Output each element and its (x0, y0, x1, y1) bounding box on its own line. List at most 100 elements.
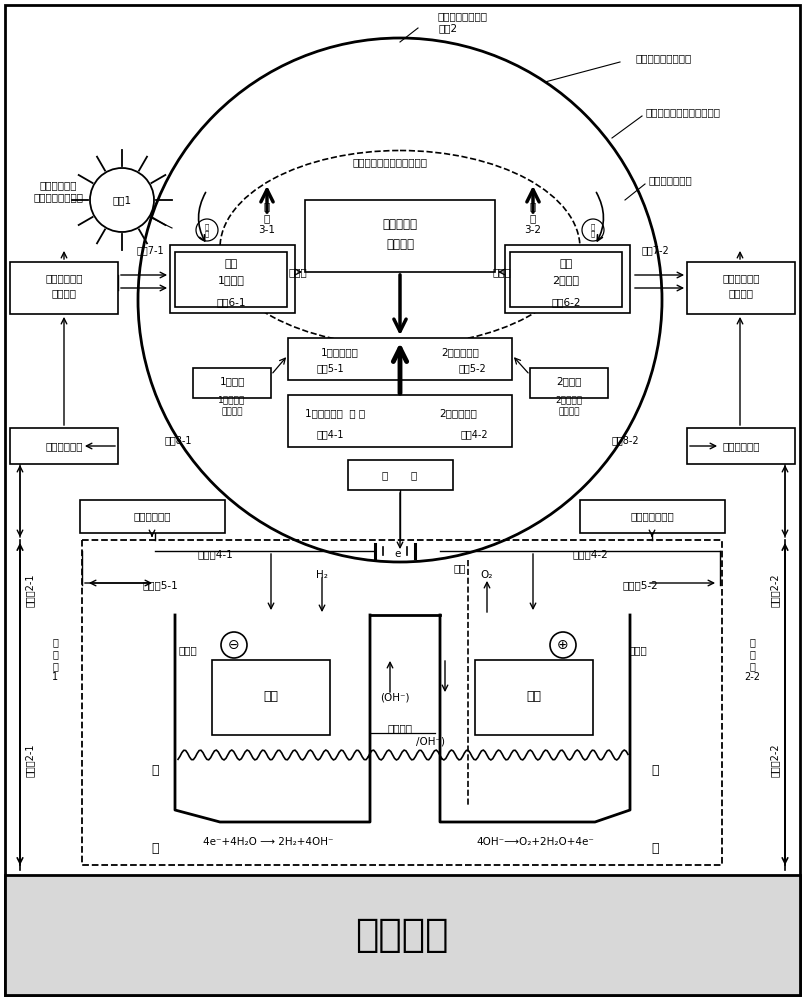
Text: 太阳光热二次聚热保热热源: 太阳光热二次聚热保热热源 (353, 157, 427, 167)
Text: 过程7-1: 过程7-1 (136, 245, 163, 255)
Text: 过程7-2: 过程7-2 (641, 245, 669, 255)
Text: 过
程
3-2: 过 程 3-2 (525, 201, 542, 235)
Text: O₂: O₂ (481, 570, 493, 580)
Text: 过
程
3-1: 过 程 3-1 (258, 201, 275, 235)
Text: 循环复原: 循环复原 (558, 408, 580, 416)
Text: 4OH⁻⟶O₂+2H₂O+4e⁻: 4OH⁻⟶O₂+2H₂O+4e⁻ (476, 837, 594, 847)
Text: 反过程4-1: 反过程4-1 (197, 549, 233, 559)
Text: 电: 电 (151, 764, 159, 776)
Text: 氢
气: 氢 气 (205, 223, 209, 237)
Text: 4e⁻+4H₂O ⟶ 2H₂+4OH⁻: 4e⁻+4H₂O ⟶ 2H₂+4OH⁻ (203, 837, 333, 847)
Text: 反过程4-2: 反过程4-2 (572, 549, 608, 559)
Text: 过程5-1: 过程5-1 (316, 363, 344, 373)
Circle shape (550, 632, 576, 658)
Text: 液氧储存装置: 液氧储存装置 (722, 441, 760, 451)
Text: 路: 路 (651, 842, 658, 854)
Text: 氧气制冷加压: 氧气制冷加压 (722, 273, 760, 283)
Text: 特殊大凹形聚热器: 特殊大凹形聚热器 (437, 11, 487, 21)
Bar (170, 245, 295, 313)
Bar (82, 540, 722, 865)
Text: 电解池: 电解池 (629, 645, 647, 655)
Bar (288, 395, 512, 447)
Text: 过程1: 过程1 (113, 195, 131, 205)
Text: 反过程5-1: 反过程5-1 (142, 580, 178, 590)
Bar (5, 875, 800, 995)
Text: 电: 电 (651, 764, 658, 776)
Text: 反
过
程
1: 反 过 程 1 (52, 638, 58, 682)
Text: 反过程2-1: 反过程2-1 (25, 573, 35, 607)
Circle shape (196, 219, 218, 241)
Bar (475, 660, 593, 735)
Text: 碱性溶液: 碱性溶液 (387, 723, 412, 733)
Text: 清除装置: 清除装置 (386, 237, 414, 250)
Bar (80, 500, 225, 533)
Text: 过程6-1: 过程6-1 (217, 297, 246, 307)
Text: 氢气制冷加压: 氢气制冷加压 (45, 273, 83, 283)
Text: 过程8-1: 过程8-1 (164, 435, 192, 445)
Bar (175, 252, 287, 307)
Text: H₂: H₂ (316, 570, 328, 580)
Bar (10, 428, 118, 464)
Text: 2型溶液: 2型溶液 (552, 275, 580, 285)
Text: 2型化剂: 2型化剂 (556, 376, 582, 386)
Text: 反过程2-2: 反过程2-2 (770, 573, 780, 607)
Text: 氧
气: 氧 气 (591, 223, 595, 237)
Bar (687, 262, 795, 314)
Text: 1型化学溶液: 1型化学溶液 (321, 347, 359, 357)
Text: 1型溶液: 1型溶液 (217, 275, 245, 285)
Text: 特殊多小凹形聚热器: 特殊多小凹形聚热器 (635, 53, 691, 63)
Text: 过程8-2: 过程8-2 (611, 435, 639, 445)
Bar (288, 338, 512, 380)
Text: 1型化剂: 1型化剂 (219, 376, 245, 386)
Circle shape (221, 632, 247, 658)
Bar (530, 368, 608, 398)
Text: /OH⁻): /OH⁻) (415, 737, 444, 747)
Bar (510, 252, 622, 307)
Text: 双层中空保热体: 双层中空保热体 (648, 175, 691, 185)
Bar (212, 660, 330, 735)
Text: 2型化学剂: 2型化学剂 (555, 395, 583, 404)
Text: 反过程5-2: 反过程5-2 (622, 580, 658, 590)
Text: 过程4-2: 过程4-2 (460, 429, 488, 439)
Text: +: + (396, 347, 404, 357)
Text: 阴极: 阴极 (263, 690, 279, 704)
Text: 2型化学溶液: 2型化学溶液 (441, 347, 479, 357)
Text: 过程6-2: 过程6-2 (551, 297, 580, 307)
Circle shape (90, 168, 154, 232)
Text: 液氢储存装置: 液氢储存装置 (45, 441, 83, 451)
Text: 燃料电池: 燃料电池 (355, 916, 448, 954)
Bar (193, 368, 271, 398)
Bar (10, 262, 118, 314)
Circle shape (138, 38, 662, 562)
Text: 氧化物: 氧化物 (493, 267, 511, 277)
Text: 路: 路 (151, 842, 159, 854)
Text: 隔膜: 隔膜 (454, 563, 466, 573)
Text: 氢气: 氢气 (225, 259, 237, 269)
Text: 氧气: 氧气 (559, 259, 572, 269)
Text: e: e (394, 549, 401, 559)
Bar (580, 500, 725, 533)
Ellipse shape (220, 150, 580, 346)
Text: 1型溶液混合  水 汽: 1型溶液混合 水 汽 (305, 408, 365, 418)
Text: ⊖: ⊖ (228, 638, 240, 652)
Text: 化学溶液流动盘管: 化学溶液流动盘管 (33, 192, 83, 202)
Text: (OH⁻): (OH⁻) (380, 693, 410, 703)
Text: 水       汽: 水 汽 (382, 470, 418, 480)
Text: 电解池: 电解池 (179, 645, 197, 655)
Text: 反过程2-1: 反过程2-1 (25, 743, 35, 777)
Circle shape (582, 219, 604, 241)
Text: 过程2: 过程2 (439, 23, 457, 33)
Text: 成液装置: 成液装置 (52, 288, 76, 298)
Text: 成液装置: 成液装置 (729, 288, 753, 298)
Bar (348, 460, 453, 490)
Text: 废热渣过滤: 废热渣过滤 (382, 218, 418, 231)
Text: 反
过
程
2-2: 反 过 程 2-2 (744, 638, 760, 682)
Bar (687, 428, 795, 464)
Text: 多层色防爆燃耐高温玻璃盖: 多层色防爆燃耐高温玻璃盖 (645, 107, 720, 117)
Text: 氧化物: 氧化物 (289, 267, 308, 277)
Text: 智能控制系统: 智能控制系统 (134, 511, 171, 521)
Text: 阳极: 阳极 (526, 690, 542, 704)
Text: 过程4-1: 过程4-1 (316, 429, 344, 439)
Text: 循环复原: 循环复原 (221, 408, 243, 416)
Text: ⊕: ⊕ (557, 638, 569, 652)
